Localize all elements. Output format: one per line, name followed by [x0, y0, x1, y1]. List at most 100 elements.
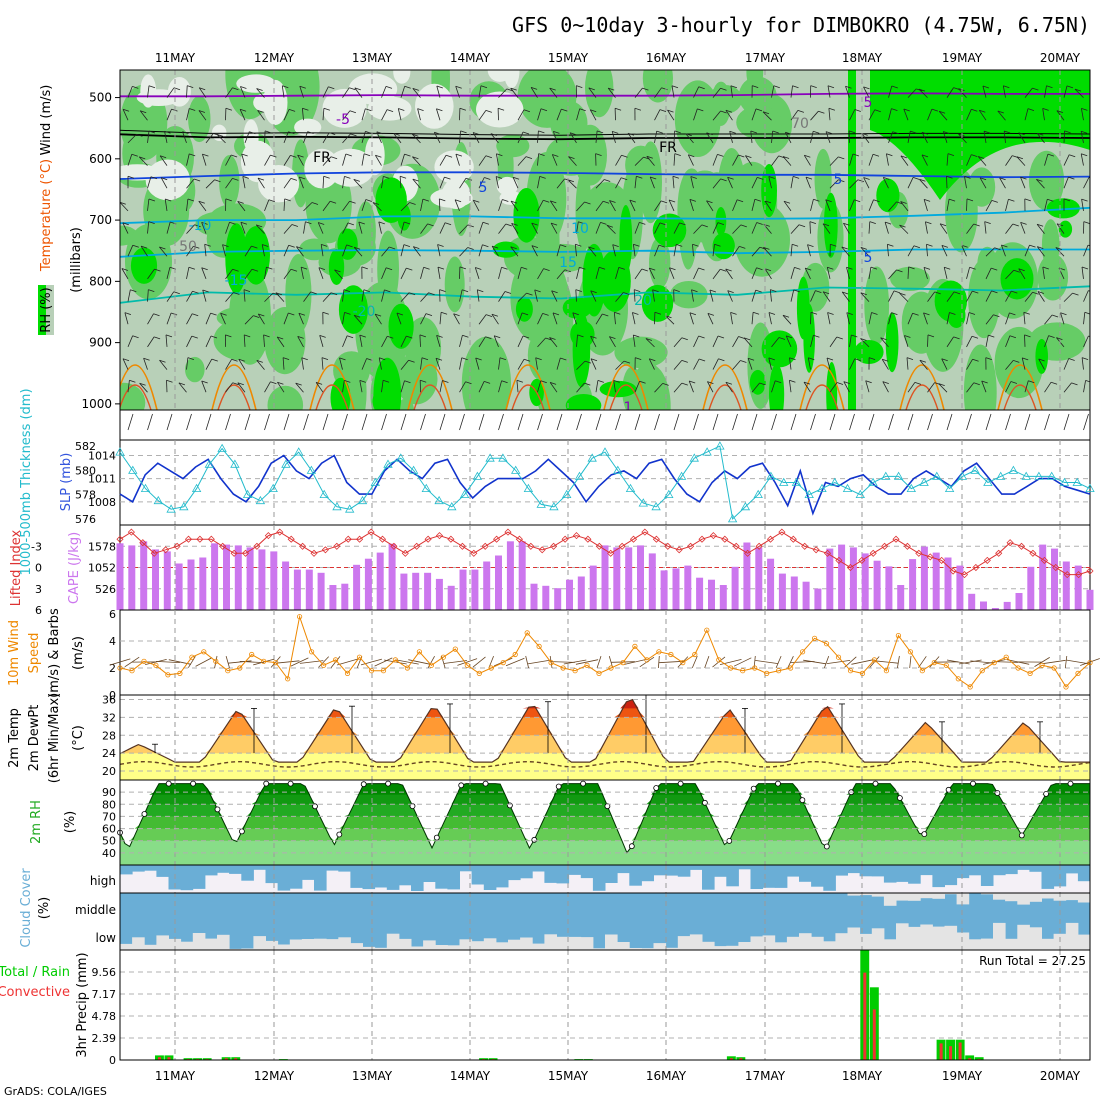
temperature-tick-label: 36: [102, 693, 116, 706]
temperature-band: [120, 699, 1090, 754]
wind-barb: [692, 244, 694, 257]
top-date-label: 17MAY: [745, 51, 786, 65]
wind-barb: [322, 86, 329, 98]
wind-barb: [707, 313, 714, 325]
wind-barb-feather: [650, 176, 657, 180]
cape-tick-label: 526: [95, 583, 116, 596]
wind-barb-feather: [490, 133, 498, 136]
cloud-high-bar: [617, 865, 630, 874]
wind-barb-feather: [359, 380, 366, 383]
wind-barb-feather: [378, 221, 385, 225]
contour-label-p25: -20: [353, 304, 376, 320]
surface-wind-barb: [576, 413, 582, 431]
wind-barb: [1036, 246, 1045, 257]
wind-barb-feather: [387, 335, 394, 339]
wind-barb: [672, 176, 675, 189]
cloud-high-bar: [811, 865, 824, 887]
wind-barb: [985, 247, 995, 257]
wind-barb-feather: [189, 153, 196, 157]
wind-barb: [275, 292, 285, 302]
wind-speed-marker: [261, 658, 267, 664]
wind-barb: [634, 268, 643, 280]
wind-barb-feather: [948, 198, 956, 202]
wind-barb: [412, 156, 421, 166]
wind-barb: [412, 133, 421, 144]
rh-patch-wet: [761, 164, 777, 218]
li-marker: [264, 532, 272, 540]
wind-barb-feather: [413, 246, 420, 249]
convective-bar: [863, 972, 867, 1060]
wind-barb-feather: [786, 335, 793, 339]
cloud-low-bar: [835, 933, 848, 950]
wind-barb: [339, 357, 343, 370]
wind-barb: [939, 223, 948, 234]
wind-barb-feather: [1050, 381, 1058, 385]
wind-barb: [658, 660, 683, 664]
cape-bar: [376, 552, 384, 610]
wind-barb: [359, 335, 363, 347]
wind-barb-feather: [1036, 223, 1044, 227]
wind-barb: [257, 177, 265, 189]
wind-barb-feather: [189, 108, 196, 111]
wind-barb-feather: [612, 244, 619, 247]
wind-barb: [827, 85, 831, 98]
wind-barb: [790, 244, 793, 257]
slp-tick-label: 1014: [88, 449, 116, 462]
wind-barb-feather: [412, 133, 419, 137]
wind-barb: [525, 655, 529, 669]
wind-barb-feather: [874, 109, 881, 113]
wind-barb: [609, 200, 616, 212]
wind-barb-feather: [439, 198, 446, 202]
wind-barb-feather: [598, 266, 606, 270]
wind-barb: [771, 337, 780, 348]
cape-bar: [554, 588, 562, 610]
li-marker: [687, 542, 695, 550]
wind-barb: [270, 656, 281, 668]
wind-barb-feather: [689, 199, 697, 202]
wind-barb-feather: [618, 267, 625, 270]
wind-barb-feather: [1081, 266, 1089, 270]
wind-barb-feather: [904, 335, 911, 338]
wind-barb-feather: [906, 357, 914, 360]
wind-barb: [459, 357, 463, 370]
wind-barb: [810, 290, 816, 302]
li-marker: [572, 532, 581, 540]
rh-marker: [750, 785, 757, 792]
li-marker: [732, 542, 740, 550]
wind-barb-feather: [690, 176, 697, 179]
wind-barb: [204, 244, 207, 257]
cape-bar: [802, 581, 810, 610]
wind-barb: [356, 655, 363, 669]
wind-barb: [863, 177, 870, 189]
wind-barb-feather: [813, 198, 820, 202]
wind-barb: [239, 109, 246, 121]
wind-barb: [359, 380, 363, 393]
wind-barb-feather: [436, 85, 443, 89]
wind-barb-feather: [882, 381, 889, 384]
surface-wind-barb: [478, 413, 485, 431]
wind-barb: [195, 657, 213, 667]
bottom-date-label: 16MAY: [646, 1069, 687, 1083]
wind-barb: [361, 199, 367, 212]
wind-barb-feather: [318, 222, 325, 225]
wind-barb-feather: [436, 335, 443, 338]
wind-barb: [946, 87, 954, 98]
wind-barb: [216, 134, 226, 144]
wind-barb: [997, 110, 1006, 121]
cape-bar: [128, 545, 136, 610]
wind-barb-feather: [807, 244, 814, 247]
wind-barb-feather: [385, 86, 393, 89]
wind-barb: [186, 335, 193, 348]
wind-barb: [689, 312, 694, 325]
wind-barb-feather: [971, 335, 979, 339]
thickness-marker: [932, 471, 942, 480]
wind-barb-feather: [454, 199, 462, 203]
wind-barb-feather: [284, 198, 291, 202]
cloud-mid-bar: [1005, 893, 1018, 902]
wind-barb-feather: [910, 130, 917, 134]
temp-axis-label: 2m Temp: [7, 708, 22, 768]
wind-barb: [851, 659, 874, 665]
wind-barb: [751, 199, 756, 211]
top-date-label: 15MAY: [548, 51, 589, 65]
wind-barb-feather: [763, 247, 770, 250]
